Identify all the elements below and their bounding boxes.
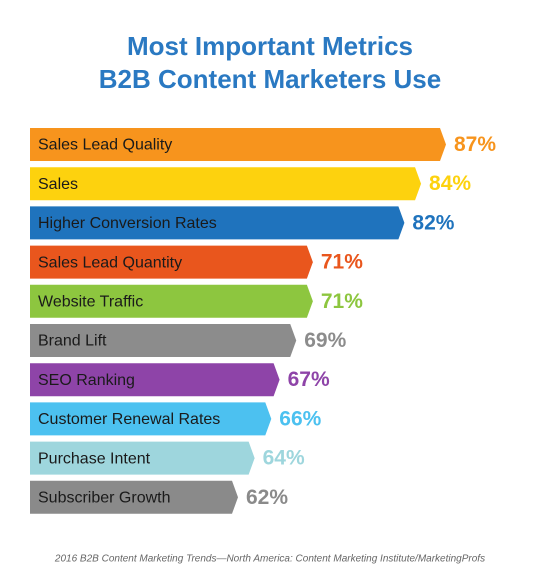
category-label: Brand Lift bbox=[38, 333, 107, 350]
bar bbox=[30, 324, 297, 357]
source-note: 2016 B2B Content Marketing Trends—North … bbox=[54, 554, 485, 565]
bar bbox=[30, 167, 422, 201]
chart-title: B2B Content Marketers Use bbox=[99, 64, 441, 94]
bar bbox=[30, 245, 313, 279]
bar bbox=[30, 128, 446, 161]
bar bbox=[30, 206, 405, 240]
value-label: 71% bbox=[321, 290, 363, 313]
value-label: 84% bbox=[429, 172, 471, 195]
category-label: Website Traffic bbox=[38, 294, 143, 311]
value-label: 66% bbox=[279, 407, 321, 430]
bar bbox=[30, 480, 238, 514]
category-label: Purchase Intent bbox=[38, 450, 151, 467]
category-label: Customer Renewal Rates bbox=[38, 411, 220, 428]
value-label: 71% bbox=[321, 251, 363, 274]
bar bbox=[30, 363, 280, 397]
value-label: 87% bbox=[454, 133, 496, 156]
category-label: SEO Ranking bbox=[38, 372, 135, 389]
category-label: Higher Conversion Rates bbox=[38, 215, 217, 232]
value-label: 62% bbox=[246, 486, 288, 509]
category-label: Sales bbox=[38, 176, 78, 193]
bar bbox=[30, 284, 313, 318]
category-label: Sales Lead Quantity bbox=[38, 254, 182, 271]
value-label: 82% bbox=[412, 211, 454, 234]
category-label: Subscriber Growth bbox=[38, 490, 171, 507]
value-label: 69% bbox=[304, 329, 346, 352]
bar bbox=[30, 402, 272, 436]
bar bbox=[30, 441, 255, 475]
chart-title: Most Important Metrics bbox=[127, 31, 413, 61]
value-label: 64% bbox=[263, 447, 305, 470]
category-label: Sales Lead Quality bbox=[38, 137, 172, 154]
value-label: 67% bbox=[288, 368, 330, 391]
